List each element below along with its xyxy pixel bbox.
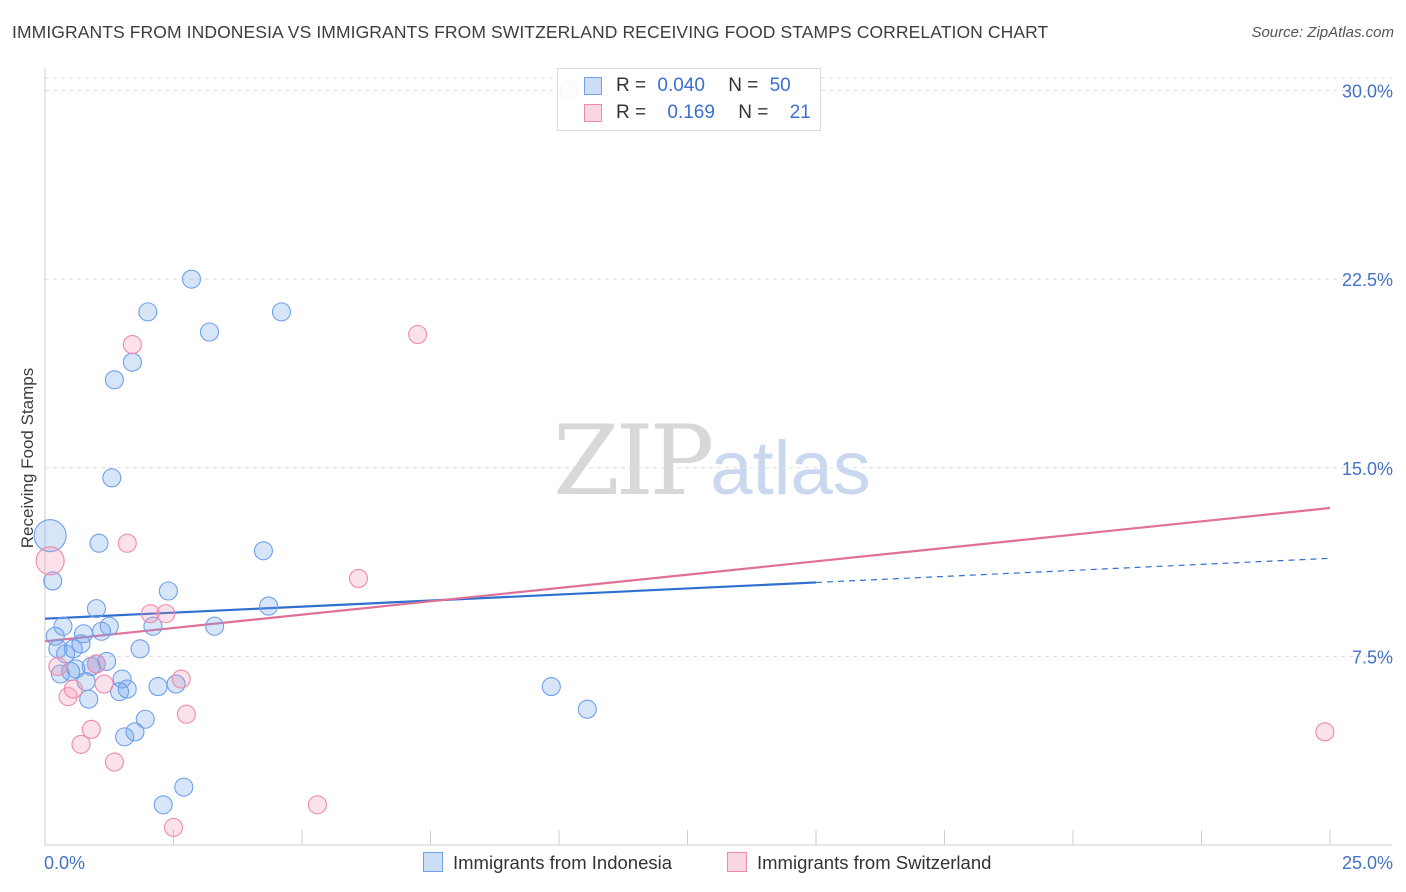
point-switzerland xyxy=(86,654,106,674)
point-indonesia xyxy=(53,616,73,636)
point-switzerland xyxy=(122,335,142,355)
x-tick-label: 0.0% xyxy=(44,853,85,873)
point-switzerland xyxy=(307,795,327,815)
n-label: N = xyxy=(738,102,769,123)
point-switzerland xyxy=(163,817,184,837)
point-indonesia xyxy=(79,689,99,709)
point-indonesia xyxy=(86,599,106,619)
point-indonesia xyxy=(43,571,63,591)
r-value: 0.169 xyxy=(667,102,715,123)
legend-stats-switzerland: R = 0.169 N = 21 xyxy=(616,102,811,124)
point-indonesia xyxy=(99,616,119,636)
point-indonesia xyxy=(117,679,137,699)
y-tick-label: 30.0% xyxy=(1342,82,1393,102)
n-label: N = xyxy=(728,75,759,96)
point-switzerland xyxy=(35,546,65,576)
y-tick-label: 15.0% xyxy=(1342,459,1393,479)
point-indonesia xyxy=(135,709,155,729)
point-switzerland xyxy=(48,656,68,677)
point-indonesia xyxy=(174,777,194,797)
trend-line-switzerland xyxy=(44,506,1331,643)
point-indonesia xyxy=(205,616,225,636)
r-label: R = xyxy=(616,102,647,123)
point-indonesia xyxy=(33,519,67,553)
watermark: ZIPatlas xyxy=(553,405,871,517)
point-indonesia xyxy=(148,677,168,697)
point-indonesia xyxy=(259,596,279,616)
point-indonesia xyxy=(271,302,291,322)
n-value: 50 xyxy=(769,75,791,96)
trend-line-indonesia-extrapolated xyxy=(815,557,1331,584)
r-value: 0.040 xyxy=(657,75,705,96)
trend-lines xyxy=(44,506,1331,643)
watermark-atlas: atlas xyxy=(710,426,871,511)
point-switzerland xyxy=(171,669,191,689)
point-indonesia xyxy=(153,795,173,815)
point-indonesia xyxy=(104,370,124,390)
point-indonesia xyxy=(199,322,220,342)
x-tick-labels: 0.0% 25.0% xyxy=(44,853,1393,873)
point-switzerland xyxy=(104,752,124,772)
y-tick-label: 22.5% xyxy=(1342,270,1393,290)
point-switzerland xyxy=(81,719,101,739)
point-switzerland xyxy=(94,674,114,694)
point-switzerland xyxy=(140,604,160,624)
legend-stats-indonesia: R = 0.040 N = 50 xyxy=(616,75,791,97)
point-indonesia xyxy=(102,468,122,488)
y-tick-labels: 7.5% 15.0% 22.5% 30.0% xyxy=(1342,82,1393,668)
legend-swatch-indonesia xyxy=(423,852,443,872)
stats-legend: R = 0.040 N = 50 R = 0.169 N = 21 xyxy=(557,68,821,131)
legend-swatch-switzerland xyxy=(584,104,602,122)
point-indonesia xyxy=(158,581,178,601)
r-label: R = xyxy=(616,75,647,96)
axes xyxy=(44,68,1392,846)
data-points xyxy=(33,81,1335,837)
point-switzerland xyxy=(117,533,137,553)
point-indonesia xyxy=(89,533,109,553)
point-indonesia xyxy=(138,302,158,322)
chart-title: IMMIGRANTS FROM INDONESIA VS IMMIGRANTS … xyxy=(12,22,1049,42)
point-indonesia xyxy=(45,626,65,646)
point-indonesia xyxy=(115,727,135,747)
watermark-zip: ZIP xyxy=(553,405,714,517)
point-indonesia xyxy=(253,541,274,561)
point-indonesia xyxy=(130,639,150,659)
legend-item-switzerland: Immigrants from Switzerland xyxy=(727,852,991,874)
point-indonesia xyxy=(577,699,597,719)
point-switzerland xyxy=(348,568,369,588)
point-indonesia xyxy=(81,656,101,677)
point-indonesia xyxy=(541,677,561,697)
point-switzerland xyxy=(408,324,428,345)
y-tick-label: 7.5% xyxy=(1352,647,1393,667)
point-switzerland xyxy=(156,604,176,624)
point-switzerland xyxy=(63,679,83,699)
point-indonesia xyxy=(112,669,132,689)
point-switzerland xyxy=(71,734,91,754)
point-switzerland xyxy=(176,704,196,724)
legend-label-indonesia: Immigrants from Indonesia xyxy=(453,852,673,873)
source-label: Source: ZipAtlas.com xyxy=(1251,24,1394,41)
point-switzerland xyxy=(1315,722,1335,742)
point-indonesia xyxy=(74,624,94,644)
legend-label-switzerland: Immigrants from Switzerland xyxy=(757,852,992,873)
grid-lines xyxy=(45,77,1392,657)
point-indonesia xyxy=(166,674,186,694)
point-indonesia xyxy=(143,616,163,636)
n-value: 21 xyxy=(789,102,811,123)
point-indonesia xyxy=(181,269,202,289)
point-indonesia xyxy=(109,682,130,702)
point-indonesia xyxy=(125,722,145,742)
point-indonesia xyxy=(122,352,142,372)
legend-item-indonesia: Immigrants from Indonesia xyxy=(423,852,672,874)
legend-swatch-switzerland xyxy=(727,852,747,872)
legend-swatch-indonesia xyxy=(584,77,602,95)
x-tick-label: 25.0% xyxy=(1342,853,1393,873)
